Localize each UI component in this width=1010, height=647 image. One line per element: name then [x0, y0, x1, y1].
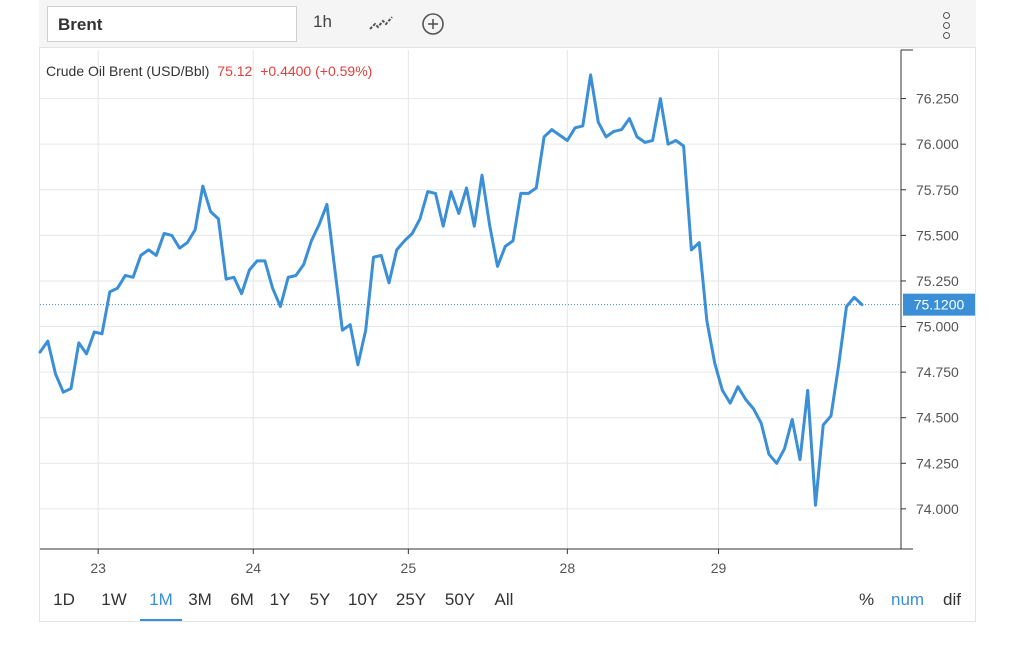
- y-tick-label: 75.500: [916, 227, 959, 243]
- x-tick-label: 25: [401, 560, 417, 576]
- mode-button-dif[interactable]: dif: [943, 590, 961, 609]
- range-button-5y[interactable]: 5Y: [309, 590, 331, 609]
- mode-button-percent[interactable]: %: [859, 590, 875, 609]
- chart-toolbar: Brent 1h: [39, 0, 976, 48]
- last-price: 75.12: [217, 63, 253, 79]
- y-tick-label: 75.750: [916, 182, 959, 198]
- x-tick-label: 29: [711, 560, 727, 576]
- mode-button-num[interactable]: num: [891, 590, 925, 609]
- range-button-25y[interactable]: 25Y: [395, 590, 427, 609]
- range-button-all[interactable]: All: [494, 590, 514, 609]
- chart-widget: [39, 0, 976, 622]
- instrument-name: Crude Oil Brent (USD/Bbl): [46, 63, 210, 79]
- price-change: +0.4400 (+0.59%): [260, 63, 373, 79]
- y-tick-label: 75.000: [916, 319, 959, 335]
- y-tick-label: 74.000: [916, 501, 959, 517]
- add-indicator-icon[interactable]: [419, 10, 447, 38]
- price-series-line: [38, 73, 864, 507]
- x-tick-label: 28: [560, 560, 576, 576]
- symbol-input[interactable]: Brent: [47, 6, 297, 42]
- y-tick-label: 74.250: [916, 455, 959, 471]
- y-tick-label: 76.250: [916, 91, 959, 107]
- range-button-1w[interactable]: 1W: [101, 590, 127, 609]
- range-button-50y[interactable]: 50Y: [444, 590, 476, 609]
- y-tick-label: 75.250: [916, 273, 959, 289]
- chart-legend: Crude Oil Brent (USD/Bbl) 75.12 +0.4400 …: [46, 63, 372, 79]
- x-tick-label: 23: [90, 560, 106, 576]
- range-button-6m[interactable]: 6M: [230, 590, 254, 609]
- more-options-icon[interactable]: [940, 12, 952, 39]
- range-button-1y[interactable]: 1Y: [269, 590, 291, 609]
- range-button-1m[interactable]: 1M: [140, 588, 182, 621]
- range-button-3m[interactable]: 3M: [188, 590, 212, 609]
- x-tick-label: 24: [245, 560, 261, 576]
- last-price-tag-label: 75.1200: [914, 297, 965, 313]
- chart-type-icon[interactable]: [367, 10, 395, 38]
- interval-button[interactable]: 1h: [313, 12, 332, 31]
- y-tick-label: 74.500: [916, 410, 959, 426]
- range-button-1d[interactable]: 1D: [53, 590, 75, 609]
- last-price-tag: [903, 293, 975, 316]
- y-tick-label: 76.000: [916, 136, 959, 152]
- range-button-10y[interactable]: 10Y: [347, 590, 379, 609]
- y-tick-label: 74.750: [916, 364, 959, 380]
